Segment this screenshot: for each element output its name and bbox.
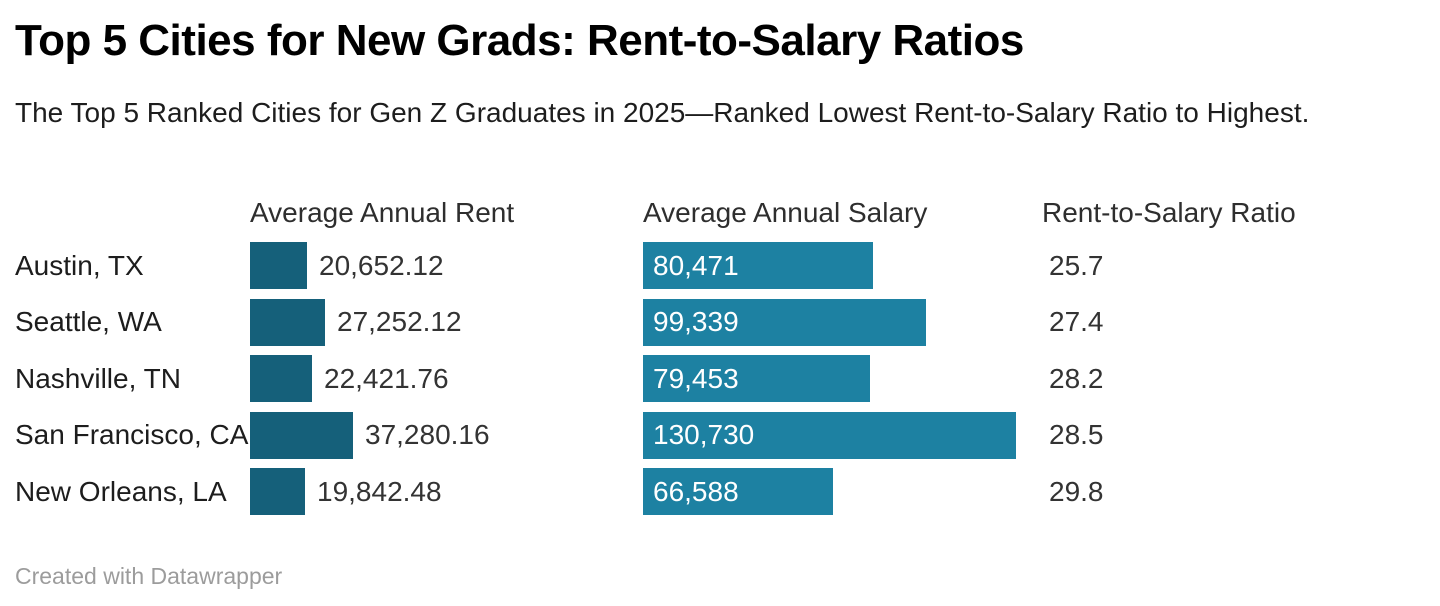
salary-value: 80,471 <box>653 249 739 281</box>
chart-title: Top 5 Cities for New Grads: Rent-to-Sala… <box>15 16 1024 65</box>
attribution: Created with Datawrapper <box>15 563 282 590</box>
city-label: Seattle, WA <box>15 306 162 337</box>
rent-bar <box>250 355 312 402</box>
ratio-value: 28.2 <box>1049 362 1104 394</box>
rent-bar <box>250 468 305 515</box>
salary-value: 79,453 <box>653 362 739 394</box>
table-row: New Orleans, LA 19,842.48 66,588 29.8 <box>0 468 1440 515</box>
table-header-row: Average Annual Rent Average Annual Salar… <box>0 197 1440 228</box>
city-label: San Francisco, CA <box>15 419 249 450</box>
salary-bar: 66,588 <box>643 468 833 515</box>
rent-bar <box>250 411 353 459</box>
ratio-value: 28.5 <box>1049 419 1104 450</box>
datawrapper-credit-link[interactable]: Created with Datawrapper <box>15 563 283 589</box>
rent-bar <box>250 298 325 346</box>
rent-value: 19,842.48 <box>317 475 442 507</box>
rent-bar <box>250 242 307 289</box>
salary-value: 130,730 <box>653 419 755 450</box>
ratio-value: 29.8 <box>1049 475 1104 507</box>
city-label: New Orleans, LA <box>15 475 227 507</box>
rent-value: 27,252.12 <box>337 306 462 337</box>
rent-value: 37,280.16 <box>365 419 490 450</box>
salary-value: 66,588 <box>653 475 739 507</box>
table-row: Nashville, TN 22,421.76 79,453 28.2 <box>0 355 1440 402</box>
table-row: Seattle, WA 27,252.12 99,339 27.4 <box>0 298 1440 346</box>
column-header-salary: Average Annual Salary <box>643 197 928 228</box>
data-table: Average Annual Rent Average Annual Salar… <box>0 197 1440 525</box>
table-row: San Francisco, CA 37,280.16 130,730 28.5 <box>0 411 1440 459</box>
rent-value: 20,652.12 <box>319 249 444 281</box>
column-header-ratio: Rent-to-Salary Ratio <box>1042 197 1296 228</box>
city-label: Nashville, TN <box>15 362 181 394</box>
table-row: Austin, TX 20,652.12 80,471 25.7 <box>0 242 1440 289</box>
ratio-value: 25.7 <box>1049 249 1104 281</box>
city-label: Austin, TX <box>15 249 144 281</box>
chart-subtitle: The Top 5 Ranked Cities for Gen Z Gradua… <box>15 97 1310 128</box>
ratio-value: 27.4 <box>1049 306 1104 337</box>
salary-bar: 79,453 <box>643 355 870 402</box>
salary-bar: 99,339 <box>643 298 926 346</box>
salary-value: 99,339 <box>653 306 739 337</box>
rent-value: 22,421.76 <box>324 362 449 394</box>
salary-bar: 130,730 <box>643 411 1016 459</box>
column-header-rent: Average Annual Rent <box>250 197 515 228</box>
salary-bar: 80,471 <box>643 242 873 289</box>
